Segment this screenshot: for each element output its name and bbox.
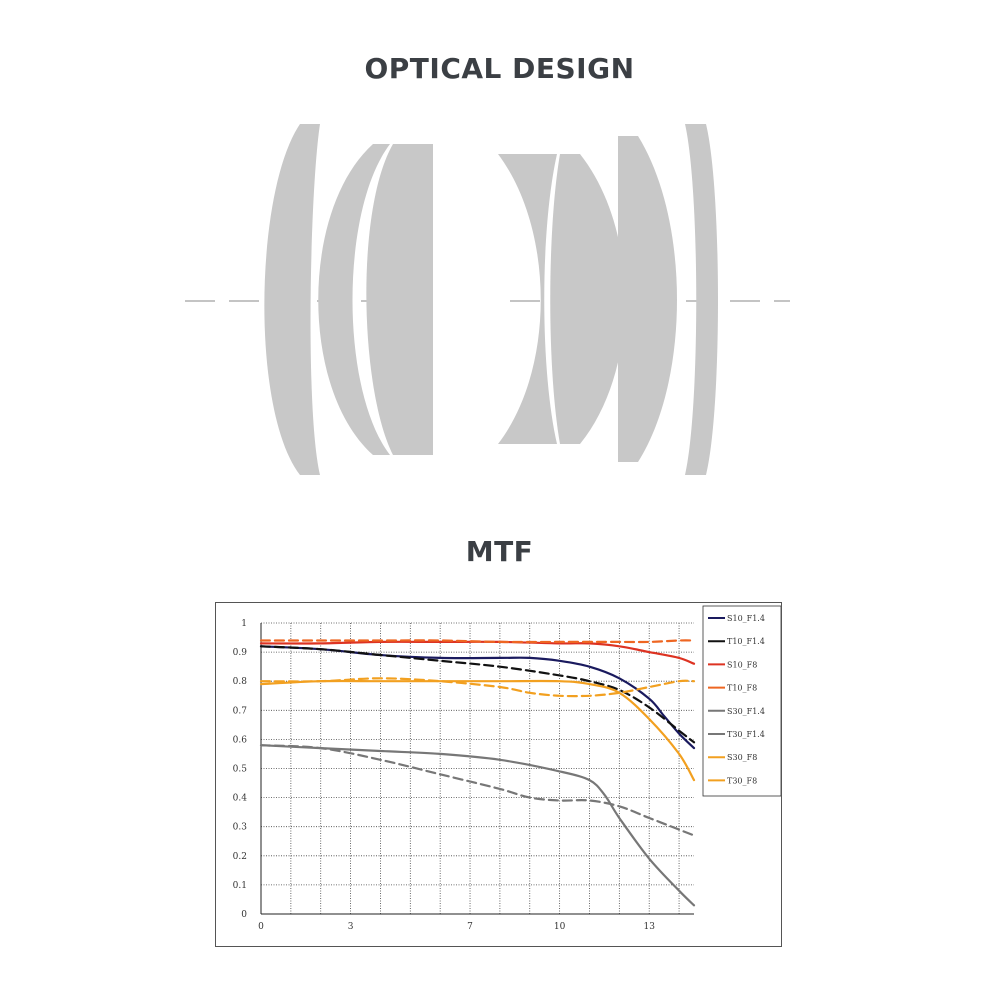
lens-element-5 [550,154,625,444]
lens-element-1 [264,124,320,475]
mtf-chart: 00.10.20.30.40.50.60.70.80.910 3 7 10 13 S10… [233,605,781,932]
optical-design-title: OPTICAL DESIGN [364,52,635,85]
y-tick-label: 0.8 [233,677,248,687]
lens-element-4 [498,154,557,444]
series-line-s30-f1-4 [259,744,696,907]
series-line-t10-f8 [259,639,696,644]
y-tick-label: 0.2 [233,852,247,862]
lens-element-2 [318,144,390,455]
chart-legend: S10_F1.4 T10_F1.4 S10_F8 T10_F8 S30_F1.4 T30_… [702,605,781,797]
y-tick-label: 0.9 [233,648,248,658]
series-line-t30-f8 [259,677,696,698]
y-tick-label: 0.4 [233,794,248,804]
legend-label-s10-f8: S10_F8 [727,660,757,669]
x-tick-label: 7 [467,922,473,932]
y-tick-label: 0.1 [233,881,247,891]
chart-grid [260,622,694,915]
y-tick-label: 0.7 [233,706,248,716]
series-line-s30-f8 [259,679,696,782]
lens-element-6 [618,136,677,462]
x-tick-label: 3 [348,922,354,932]
optical-design-diagram [185,124,790,475]
x-tick-label: 10 [554,922,566,932]
y-tick-label: 0.3 [233,823,248,833]
series-line-t30-f1-4 [259,744,696,837]
chart-series [259,639,696,907]
y-tick-label: 0 [241,910,247,920]
x-tick-label: 13 [643,922,655,932]
legend-label-t30-f1-4: T30_F1.4 [727,730,765,739]
lens-element-7 [685,124,718,475]
x-tick-label: 0 [258,922,264,932]
y-tick-label: 1 [241,619,247,629]
legend-box [702,605,781,797]
lens-element-3 [366,144,433,455]
y-tick-label: 0.5 [233,765,248,775]
series-line-s10-f1-4 [259,645,696,750]
series-line-s10-f8 [259,640,696,665]
mtf-chart-frame: 0 0.1 0.2 0.3 0.4 0.5 0.6 0.7 0.8 0.9 1 0 3 7 10 13 S10… [215,602,782,947]
legend-label-t10-f8: T10_F8 [727,684,757,693]
chart-axes: 00.10.20.30.40.50.60.70.80.910 3 7 10 13 [233,619,694,932]
legend-label-t30-f8: T30_F8 [727,776,757,785]
mtf-title: MTF [465,535,534,568]
legend-label-s10-f1-4: S10_F1.4 [727,614,765,623]
legend-label-s30-f8: S30_F8 [727,753,757,762]
legend-label-s30-f1-4: S30_F1.4 [727,707,765,716]
y-tick-label: 0.6 [233,735,248,745]
series-line-t10-f1-4 [259,645,696,744]
legend-label-t10-f1-4: T10_F1.4 [727,637,765,646]
